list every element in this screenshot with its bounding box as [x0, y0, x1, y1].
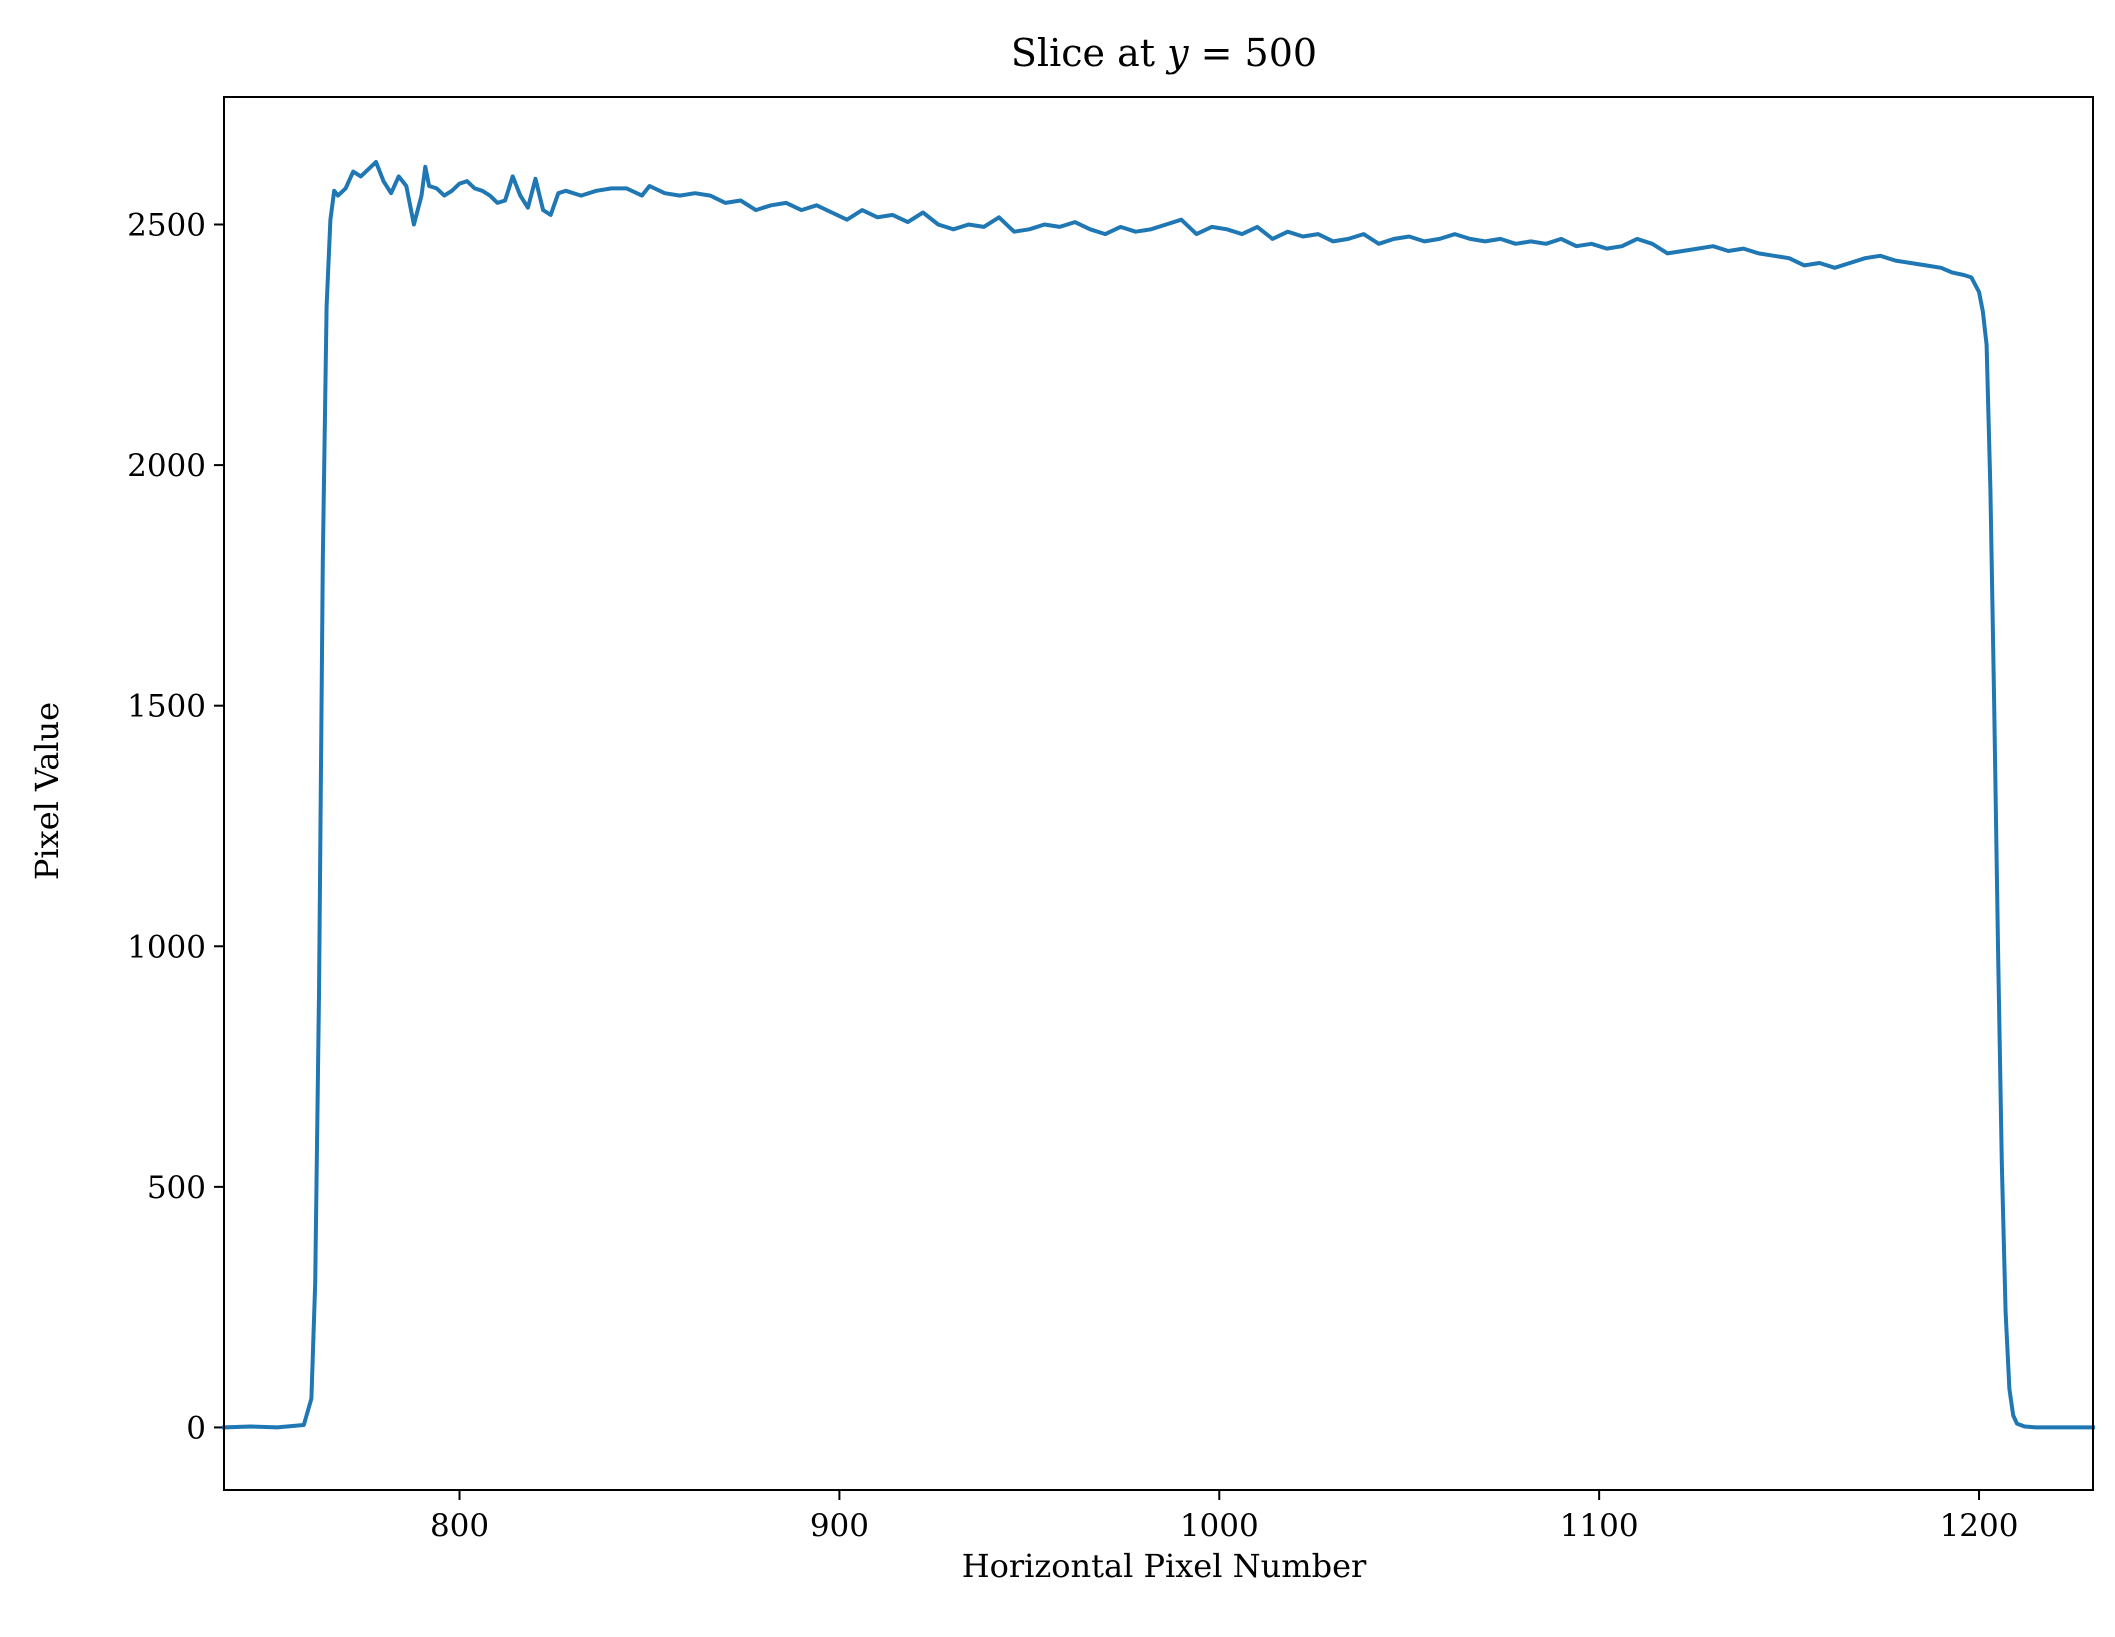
chart-title: Slice at y = 500: [1011, 31, 1317, 75]
y-tick-label: 1000: [127, 929, 206, 965]
x-axis: 800 900 1000 1100 1200: [430, 1490, 2019, 1544]
series-line: [221, 160, 2095, 1430]
x-tick-label: 800: [430, 1508, 489, 1544]
y-tick-label: 0: [186, 1410, 206, 1446]
y-axis-label: Pixel Value: [28, 702, 66, 880]
y-tick-label: 2000: [127, 448, 206, 484]
x-tick-label: 1100: [1560, 1508, 1639, 1544]
x-tick-label: 900: [810, 1508, 869, 1544]
y-axis: 0 500 1000 1500 2000 2500: [127, 208, 224, 1446]
y-tick-label: 1500: [127, 689, 206, 725]
y-tick-label: 2500: [127, 208, 206, 244]
plot-area-frame: [223, 96, 2094, 1491]
x-tick-label: 1200: [1940, 1508, 2019, 1544]
x-tick-label: 1000: [1180, 1508, 1259, 1544]
x-axis-label: Horizontal Pixel Number: [962, 1547, 1367, 1585]
y-tick-label: 500: [147, 1170, 206, 1206]
